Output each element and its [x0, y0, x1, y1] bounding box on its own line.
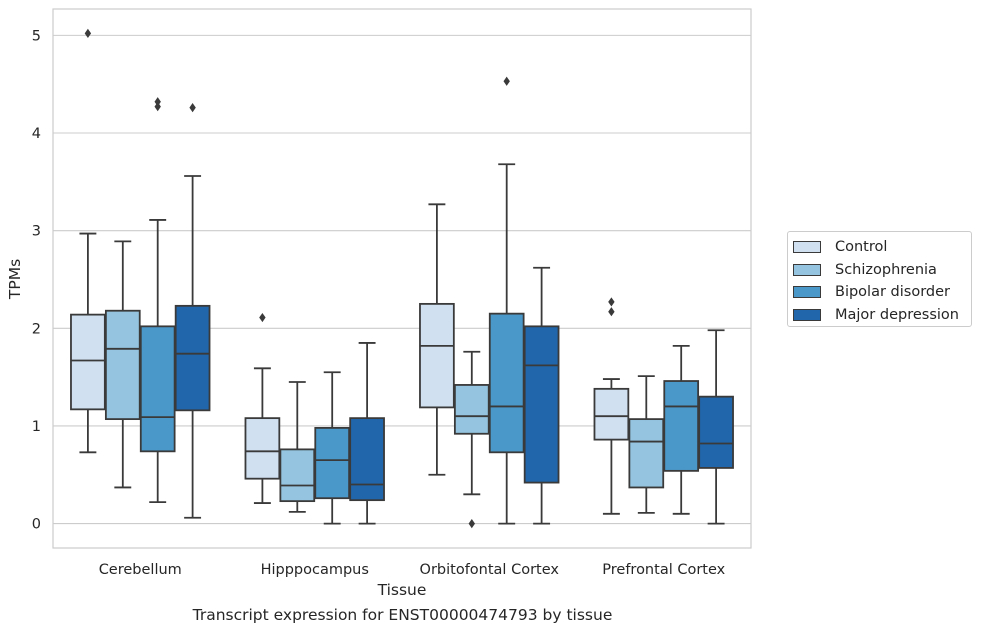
- box-control: [593, 297, 630, 515]
- iqr-box: [698, 395, 734, 469]
- legend-swatch-bipolar-disorder: [793, 286, 821, 299]
- y-tick-labels: 0 1 2 3 4 5: [32, 28, 41, 532]
- legend-item-control: Control: [793, 236, 971, 259]
- iqr-box: [419, 302, 455, 409]
- iqr-box: [663, 380, 700, 472]
- x-tick-labels: Cerebellum Hipppocampus Orbitofontal Corte…: [99, 562, 726, 578]
- outlier-point: [154, 102, 161, 112]
- legend-swatch-schizophrenia: [793, 263, 821, 276]
- legend-label-control: Control: [835, 239, 888, 256]
- legend-item-schizophrenia: Schizophrenia: [793, 259, 971, 282]
- iqr-box: [104, 309, 141, 421]
- outlier-point: [608, 307, 615, 317]
- x-tick-label: Cerebellum: [99, 562, 182, 578]
- y-tick-label: 3: [32, 224, 41, 240]
- box-control: [419, 203, 455, 476]
- box-schizophrenia: [104, 240, 141, 489]
- box-bipolar-disorder: [663, 344, 700, 515]
- box-control: [244, 312, 281, 504]
- figure-caption: Transcript expression for ENST0000047479…: [192, 606, 613, 624]
- box-major-depression: [698, 329, 734, 525]
- iqr-box: [349, 417, 385, 502]
- box-bipolar-disorder: [488, 76, 525, 525]
- y-tick-label: 5: [32, 28, 41, 44]
- y-tick-label: 4: [32, 126, 41, 142]
- y-tick-label: 0: [32, 517, 41, 533]
- legend-label-schizophrenia: Schizophrenia: [835, 261, 937, 278]
- x-tick-label: Prefrontal Cortex: [602, 562, 725, 578]
- y-tick-label: 2: [32, 321, 41, 337]
- y-tick-label: 1: [32, 419, 41, 435]
- iqr-box: [488, 312, 525, 454]
- iqr-box: [279, 448, 316, 503]
- box-major-depression: [349, 342, 385, 525]
- iqr-box: [244, 417, 281, 480]
- outlier-point: [84, 28, 92, 39]
- box-major-depression: [523, 266, 560, 525]
- legend: Control Schizophrenia Bipolar disorder M…: [787, 231, 972, 327]
- box-control: [70, 28, 106, 454]
- iqr-box: [314, 426, 351, 500]
- legend-swatch-control: [793, 241, 821, 254]
- x-tick-label: Orbitofontal Cortex: [420, 562, 560, 578]
- outlier-point: [468, 518, 475, 529]
- outlier-point: [154, 97, 161, 107]
- legend-item-bipolar-disorder: Bipolar disorder: [793, 281, 971, 304]
- outlier-point: [259, 312, 266, 323]
- plot-area-frame: [52, 8, 752, 549]
- iqr-box: [523, 325, 560, 484]
- box-schizophrenia: [279, 381, 316, 513]
- outlier-point: [189, 103, 196, 113]
- x-tick-label: Hipppocampus: [261, 562, 369, 578]
- box-schizophrenia: [628, 375, 665, 514]
- x-axis-label: Tissue: [377, 581, 427, 599]
- iqr-box: [139, 325, 176, 453]
- box-groups: [70, 28, 734, 529]
- iqr-box: [70, 313, 106, 411]
- legend-swatch-major-depression: [793, 308, 821, 321]
- box-major-depression: [174, 103, 211, 519]
- legend-label-major-depression: Major depression: [835, 306, 959, 323]
- legend-item-major-depression: Major depression: [793, 304, 971, 327]
- legend-label-bipolar-disorder: Bipolar disorder: [835, 284, 950, 301]
- y-axis-label: TPMs: [6, 259, 24, 300]
- iqr-box: [593, 387, 630, 441]
- outlier-point: [503, 76, 510, 86]
- iqr-box: [453, 384, 490, 435]
- outlier-point: [608, 297, 615, 307]
- box-bipolar-disorder: [314, 371, 351, 525]
- box-bipolar-disorder: [139, 97, 176, 504]
- iqr-box: [628, 418, 665, 489]
- box-schizophrenia: [453, 350, 490, 529]
- iqr-box: [174, 304, 211, 412]
